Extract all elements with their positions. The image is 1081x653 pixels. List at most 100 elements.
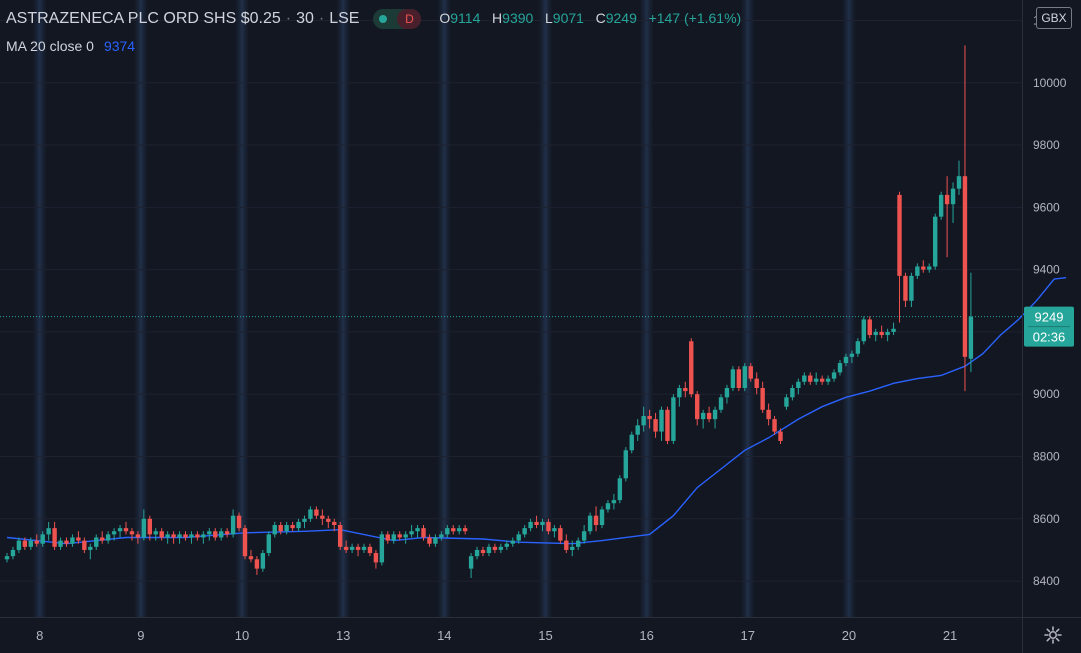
candle [891, 322, 896, 336]
candle-body [123, 528, 129, 532]
indicator-legend[interactable]: MA 20 close 0 9374 [6, 38, 135, 54]
candle-body [909, 275, 914, 301]
candle-body [677, 387, 682, 398]
candle-body [230, 515, 236, 535]
y-tick-label: 9600 [1033, 200, 1060, 214]
candle [855, 338, 861, 357]
candle [361, 543, 367, 554]
indicator-label: MA 20 close 0 [6, 38, 94, 54]
candle [873, 328, 878, 342]
candle-body [587, 515, 593, 532]
candle [617, 475, 623, 504]
candle-body [177, 534, 182, 538]
candle [671, 394, 676, 445]
candle [909, 272, 914, 307]
candle [843, 353, 849, 367]
candle [147, 515, 152, 541]
candle-body [451, 528, 456, 532]
candle-body [462, 528, 468, 532]
candle-body [665, 409, 670, 441]
candle-body [64, 540, 69, 544]
candle-body [921, 266, 926, 270]
candle [665, 406, 670, 445]
candle [159, 528, 164, 541]
candle-body [558, 528, 563, 541]
candle-body [433, 537, 438, 544]
candle [581, 525, 587, 544]
candle-body [611, 500, 617, 504]
candle [825, 375, 831, 385]
candle-body [867, 319, 872, 336]
candle [308, 506, 313, 522]
candle-body [772, 419, 777, 432]
candle-body [933, 216, 938, 267]
candle-body [700, 412, 706, 420]
candle [82, 537, 87, 554]
candle-body [706, 412, 712, 420]
candle-body [272, 525, 277, 535]
candle [135, 531, 141, 544]
currency-button[interactable]: GBX [1036, 7, 1072, 29]
candle [593, 506, 599, 532]
candle-body [903, 275, 908, 301]
candle-body [439, 534, 444, 538]
candle [885, 328, 890, 342]
candle [706, 406, 712, 423]
candle [480, 546, 486, 557]
candle [314, 506, 319, 519]
x-tick-label: 20 [842, 628, 856, 643]
candle [677, 384, 682, 407]
candle-body [849, 353, 855, 357]
interval-label[interactable]: 30 [296, 10, 314, 28]
candle-body [70, 537, 75, 544]
candle [248, 549, 254, 563]
candle-body [445, 528, 450, 535]
candle [790, 384, 795, 401]
candle [326, 515, 331, 529]
candle-body [379, 534, 385, 563]
market-status-badge[interactable]: D [373, 9, 422, 29]
candle-body [825, 378, 831, 382]
candle-body [736, 369, 742, 388]
y-tick-label: 8800 [1033, 450, 1060, 464]
candle-body [730, 369, 736, 388]
symbol-title[interactable]: ASTRAZENECA PLC ORD SHS $0.25 [6, 10, 281, 28]
candle-body [397, 534, 402, 538]
candle [927, 263, 932, 273]
candle-body [623, 450, 628, 479]
candle [34, 534, 39, 547]
settings-gear-icon[interactable] [1043, 625, 1063, 645]
session-band [133, 0, 148, 617]
candle-body [956, 176, 962, 189]
candle-body [617, 478, 623, 501]
candle [260, 549, 266, 572]
candle [641, 406, 646, 432]
candle [213, 528, 218, 541]
last-price-badge: 9249 02:36 [1024, 306, 1074, 347]
candle-body [314, 509, 319, 516]
candle-body [40, 534, 45, 544]
candle-body [284, 525, 289, 532]
candle [373, 549, 379, 569]
candle [171, 531, 176, 544]
candle [736, 366, 742, 392]
x-tick-label: 16 [639, 628, 653, 643]
candle-body [415, 528, 420, 532]
candle-body [831, 372, 837, 379]
session-band [740, 0, 755, 617]
candle [349, 543, 355, 554]
session-band [639, 0, 654, 617]
candle [635, 419, 640, 441]
candle-body [349, 546, 355, 550]
candle [712, 406, 718, 429]
candle-body [224, 531, 230, 535]
candle [689, 338, 694, 398]
candle-body [796, 381, 801, 388]
candle-body [724, 387, 730, 398]
y-tick-label: 9400 [1033, 263, 1060, 277]
candle [355, 543, 361, 557]
session-band [32, 0, 47, 617]
candle [564, 534, 569, 554]
candle [474, 546, 480, 560]
